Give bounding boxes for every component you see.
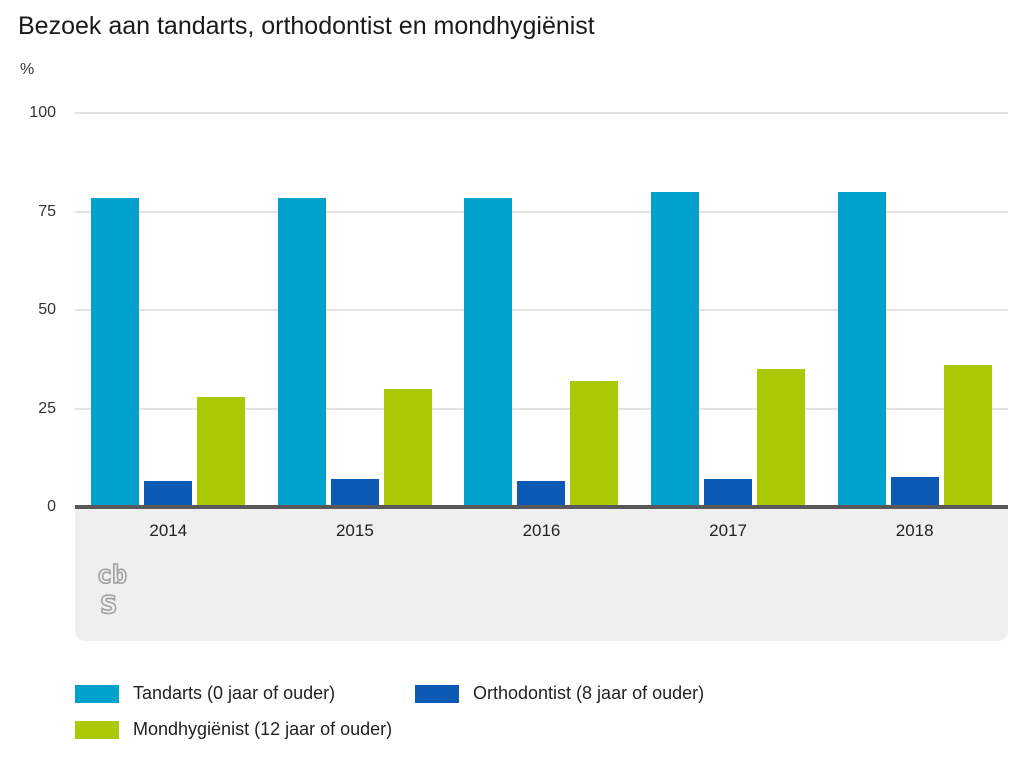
bar[interactable] xyxy=(757,369,806,507)
bar-group-2015 xyxy=(262,113,449,507)
cbs-logo: cb s xyxy=(96,559,128,622)
y-tick-label: 50 xyxy=(38,301,56,318)
bar[interactable] xyxy=(464,197,513,507)
bar[interactable] xyxy=(144,481,193,507)
bar[interactable] xyxy=(383,388,432,507)
bar[interactable] xyxy=(943,365,992,507)
y-tick-label: 25 xyxy=(38,399,56,417)
x-tick-label: 2014 xyxy=(149,521,188,540)
svg-text:cb: cb xyxy=(97,560,127,589)
x-axis-line xyxy=(75,505,1008,509)
legend-swatch xyxy=(415,684,459,703)
bar-group-2014 xyxy=(75,113,262,507)
legend-label: Tandarts (0 jaar of ouder) xyxy=(133,683,336,703)
x-tick-label: 2018 xyxy=(895,521,934,540)
y-tick-label: 75 xyxy=(38,202,56,220)
bar[interactable] xyxy=(651,191,700,507)
gridline xyxy=(75,112,1008,114)
y-tick-label: 100 xyxy=(29,104,56,121)
gridline xyxy=(75,407,1008,410)
y-tick-label: 0 xyxy=(47,498,56,515)
legend-item[interactable]: Mondhygiënist (12 jaar of ouder) xyxy=(75,719,392,740)
chart-title: Bezoek aan tandarts, orthodontist en mon… xyxy=(18,12,595,40)
legend-label: Orthodontist (8 jaar of ouder) xyxy=(473,683,705,703)
bar[interactable] xyxy=(570,380,619,507)
x-tick-label: 2016 xyxy=(522,521,561,540)
x-axis-labels: 2014 2015 2016 2017 2018 xyxy=(75,508,1008,541)
y-axis-unit-label: % xyxy=(20,61,35,78)
bar[interactable] xyxy=(517,481,566,507)
bar-group-2018 xyxy=(821,113,1008,507)
bar-group-2016 xyxy=(448,113,635,507)
legend-item[interactable]: Orthodontist (8 jaar of ouder) xyxy=(415,683,704,704)
gridline xyxy=(75,309,1008,311)
plot-area xyxy=(75,112,1008,509)
bar[interactable] xyxy=(704,479,753,507)
bar[interactable] xyxy=(91,197,140,507)
svg-text:s: s xyxy=(99,583,118,621)
x-tick-label: 2017 xyxy=(709,521,747,540)
x-axis-band: 2014 2015 2016 2017 2018 cb s xyxy=(75,508,1008,641)
bar-group-2017 xyxy=(635,113,822,507)
legend-swatch xyxy=(75,684,119,703)
bar-groups xyxy=(75,113,1008,507)
x-tick-label: 2015 xyxy=(335,521,374,540)
legend: Tandarts (0 jaar of ouder) Orthodontist (… xyxy=(75,683,1008,753)
legend-item[interactable]: Tandarts (0 jaar of ouder) xyxy=(75,683,335,704)
legend-label: Mondhygiënist (12 jaar of ouder) xyxy=(133,719,393,739)
bar[interactable] xyxy=(890,476,939,507)
y-axis: 0 25 50 75 100 xyxy=(0,104,56,515)
gridline xyxy=(75,210,1008,213)
bar[interactable] xyxy=(277,197,326,507)
legend-swatch xyxy=(75,720,119,739)
bar[interactable] xyxy=(197,397,246,507)
bar[interactable] xyxy=(837,191,886,507)
bar[interactable] xyxy=(330,478,379,507)
